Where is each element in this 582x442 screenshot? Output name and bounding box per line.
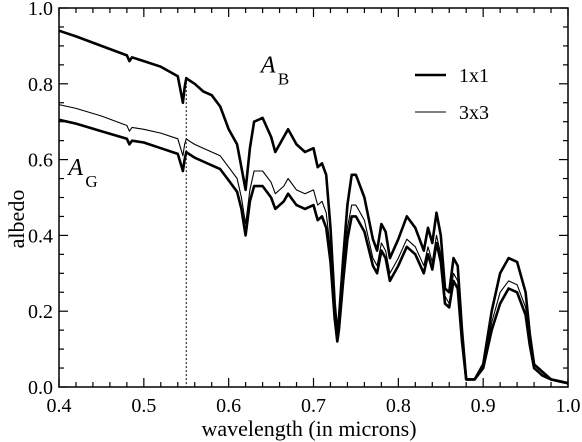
y-tick-label: 1.0 [28,0,53,20]
x-tick-label: 0.8 [386,395,411,417]
plot-area [58,7,569,388]
curve-annotation: AB [259,52,289,88]
x-axis: 0.4 0.5 0.6 0.7 0.8 0.9 1.0 [47,8,581,417]
annotation-subscript: B [278,69,289,88]
annotation-symbol: A [66,155,83,181]
series-line-a_g-2 [58,118,569,385]
annotation-symbol: A [259,52,276,78]
annotation-subscript: G [85,172,97,191]
y-tick-label: 0.6 [28,150,53,172]
legend-label: 1x1 [459,65,489,87]
y-axis: 0.0 0.2 0.4 0.6 0.8 1.0 [28,0,568,399]
x-tick-label: 0.7 [301,395,326,417]
x-tick-label: 0.9 [471,395,496,417]
x-tick-label: 0.6 [216,395,241,417]
y-tick-label: 0.8 [28,74,53,96]
y-tick-label: 0.2 [28,301,53,323]
x-tick-label: 0.4 [47,395,72,417]
x-tick-label: 1.0 [556,395,581,417]
legend-label: 3x3 [459,102,489,124]
x-axis-label: wavelength (in microns) [201,416,416,441]
x-tick-label: 0.5 [131,395,156,417]
y-tick-label: 0.4 [28,225,53,247]
legend: 1x1 3x3 [415,65,489,124]
series-line-3x3-1 [58,104,569,384]
y-axis-label: albedo [4,190,29,249]
y-tick-label: 0.0 [28,377,53,399]
curve-annotation: AG [66,155,97,191]
